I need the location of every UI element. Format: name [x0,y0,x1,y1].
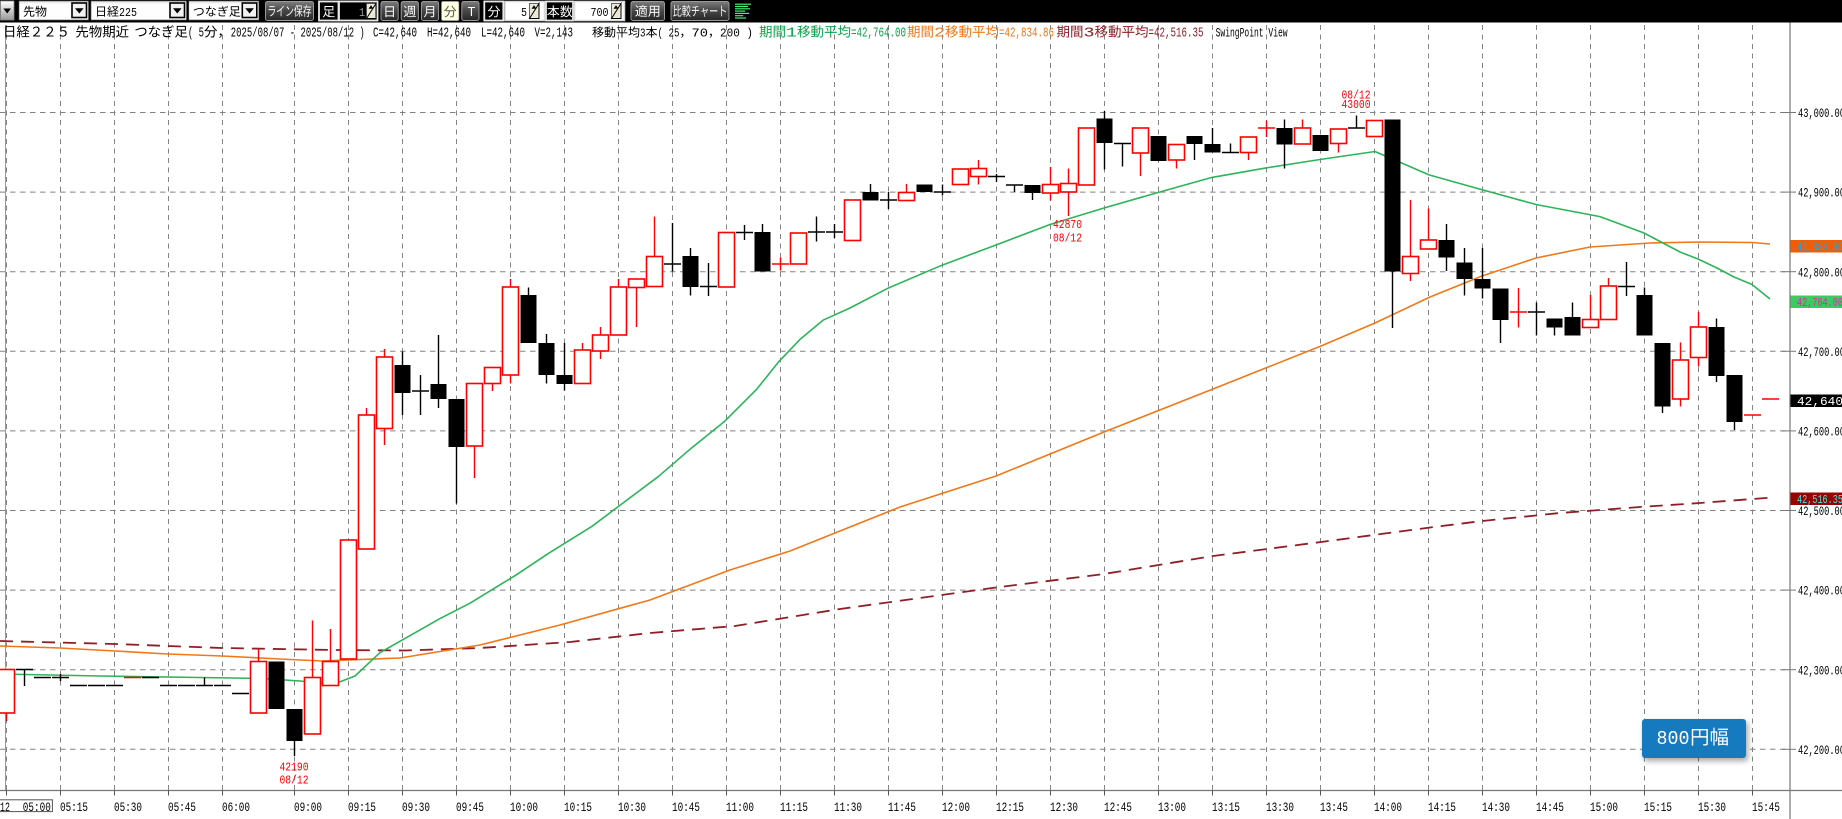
svg-text:43000: 43000 [1342,99,1371,112]
svg-text:( 5: ( 5 [188,27,204,42]
svg-text:08/12: 08/12 [280,775,309,788]
svg-text:3: 3 [640,27,646,41]
svg-text:10:30: 10:30 [618,800,646,815]
svg-text:=42,516.35: =42,516.35 [1149,27,1204,42]
svg-text:10:45: 10:45 [672,800,700,815]
svg-text:15:45: 15:45 [1752,800,1780,815]
svg-text:10:00: 10:00 [510,800,538,815]
svg-text:42190: 42190 [280,762,309,775]
svg-text:13:15: 13:15 [1212,800,1240,815]
svg-text:42,764.00: 42,764.00 [1797,296,1842,310]
svg-text:09:15: 09:15 [348,800,376,815]
svg-text:06:00: 06:00 [222,800,250,815]
svg-text:09:00: 09:00 [294,800,322,815]
svg-text:1: 1 [786,27,797,42]
svg-text:42,640: 42,640 [1797,395,1842,409]
svg-text:14:45: 14:45 [1536,800,1564,815]
svg-text:( 25: ( 25 [658,27,680,41]
svg-text:05:00: 05:00 [23,800,51,815]
svg-text:700: 700 [591,6,609,20]
svg-text:15:00: 15:00 [1590,800,1618,815]
svg-text:14:30: 14:30 [1482,800,1510,815]
svg-text:42,900.00: 42,900.00 [1798,186,1842,201]
svg-text:05:15: 05:15 [60,800,88,815]
svg-text:70: 70 [692,27,709,41]
svg-text:42,300.00: 42,300.00 [1798,663,1842,678]
svg-text:15:15: 15:15 [1644,800,1672,815]
svg-text:05:30: 05:30 [114,800,142,815]
svg-text:14:00: 14:00 [1374,800,1402,815]
svg-text:42,516.35: 42,516.35 [1797,493,1842,507]
svg-text:H=42,640: H=42,640 [427,27,471,42]
svg-text:12:45: 12:45 [1104,800,1132,815]
svg-text:42870: 42870 [1053,219,1082,232]
svg-text:V=2,143: V=2,143 [535,27,574,42]
svg-text:42,600.00: 42,600.00 [1798,425,1842,440]
svg-text:=42,834.86: =42,834.86 [999,27,1054,42]
svg-text:C=42,640: C=42,640 [373,27,417,42]
svg-text:11:15: 11:15 [780,800,808,815]
svg-text:08/12: 08/12 [1053,233,1082,246]
svg-text:13:30: 13:30 [1266,800,1294,815]
svg-text:42,700.00: 42,700.00 [1798,345,1842,360]
svg-text:11:30: 11:30 [834,800,862,815]
svg-text:200 ): 200 ) [720,27,753,41]
svg-text:43,000.00: 43,000.00 [1798,106,1842,121]
svg-text:42,834.86: 42,834.86 [1797,241,1842,255]
svg-text:09:45: 09:45 [456,800,484,815]
svg-text:11:00: 11:00 [726,800,754,815]
svg-text:2: 2 [934,27,945,42]
svg-text:T: T [468,5,476,19]
svg-text:12:15: 12:15 [996,800,1024,815]
svg-text:10:15: 10:15 [564,800,592,815]
svg-text:2025/08/07 - 2025/08/12 ): 2025/08/07 - 2025/08/12 ) [231,27,365,42]
svg-text:3: 3 [1084,27,1095,42]
svg-text:225: 225 [119,6,137,20]
svg-text:L=42,640: L=42,640 [481,27,525,42]
svg-text:42,800.00: 42,800.00 [1798,265,1842,280]
svg-text:42,400.00: 42,400.00 [1798,584,1842,599]
svg-text:42,200.00: 42,200.00 [1798,743,1842,758]
svg-text:800: 800 [1657,728,1690,750]
svg-text:12: 12 [0,800,10,815]
svg-text:=42,764.00: =42,764.00 [851,27,906,42]
svg-text:42,500.00: 42,500.00 [1798,504,1842,519]
svg-text:5: 5 [521,6,527,20]
svg-text:15:30: 15:30 [1698,800,1726,815]
svg-text:14:15: 14:15 [1428,800,1456,815]
svg-text:12:00: 12:00 [942,800,970,815]
svg-text:12:30: 12:30 [1050,800,1078,815]
svg-text:05:45: 05:45 [168,800,196,815]
svg-text:11:45: 11:45 [888,800,916,815]
svg-text:1: 1 [359,6,365,20]
svg-text:13:45: 13:45 [1320,800,1348,815]
svg-text:08/12: 08/12 [1342,89,1371,102]
svg-text:13:00: 13:00 [1158,800,1186,815]
svg-text:09:30: 09:30 [402,800,430,815]
svg-text:SwingPoint View: SwingPoint View [1216,26,1288,41]
